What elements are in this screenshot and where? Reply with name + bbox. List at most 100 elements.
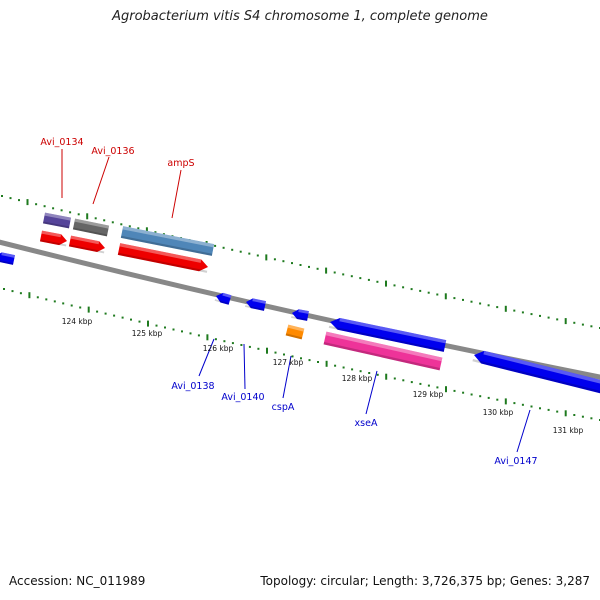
- minor-tick: [291, 262, 293, 265]
- minor-tick: [3, 288, 5, 290]
- outer-scale-ring: [1, 195, 600, 329]
- scale-label-125kbp: 125 kbp: [132, 329, 163, 338]
- major-tick: [147, 320, 149, 327]
- major-tick: [444, 293, 447, 300]
- major-tick: [445, 386, 447, 393]
- cspa-leader: [282, 355, 292, 399]
- minor-tick: [376, 373, 379, 376]
- cspa-cog-box[interactable]: [285, 324, 305, 340]
- minor-tick: [368, 372, 371, 374]
- minor-tick: [62, 302, 65, 305]
- scale-ticks: [1, 195, 600, 421]
- major-tick: [145, 227, 148, 234]
- minor-tick: [436, 386, 439, 389]
- minor-tick: [231, 342, 234, 345]
- minor-tick: [547, 408, 550, 411]
- avi0134-cog-box[interactable]: [42, 212, 72, 229]
- avi0136-gene[interactable]: [68, 235, 106, 254]
- inner-scale-ring: [3, 288, 600, 421]
- xsea-leader: [365, 370, 378, 415]
- gene-label-avi0147[interactable]: Avi_0147: [494, 456, 537, 467]
- minor-tick: [299, 264, 302, 266]
- major-tick: [206, 334, 209, 341]
- minor-tick: [427, 291, 430, 294]
- minor-tick: [496, 398, 499, 401]
- major-tick: [325, 267, 328, 274]
- minor-tick: [274, 351, 277, 354]
- minor-tick: [94, 217, 97, 220]
- minor-tick: [231, 248, 234, 251]
- minor-tick: [19, 292, 22, 295]
- amps-gene[interactable]: [117, 243, 209, 273]
- minor-tick: [487, 304, 490, 307]
- avi0147-gene[interactable]: [472, 349, 600, 394]
- minor-tick: [530, 405, 533, 408]
- minor-tick: [402, 379, 405, 382]
- amps-cog-box[interactable]: [120, 226, 215, 256]
- minor-tick: [367, 278, 370, 281]
- minor-tick: [487, 396, 490, 399]
- major-tick: [564, 318, 567, 325]
- gene-label-avi0136[interactable]: Avi_0136: [91, 146, 134, 157]
- labels: 124 kbp 125 kbp 126 kbp 127 kbp 128 kbp 129 k…: [40, 137, 583, 467]
- minor-tick: [393, 377, 396, 380]
- scale-label-130kbp: 130 kbp: [483, 408, 514, 417]
- major-tick: [564, 410, 567, 417]
- partial-left-gene[interactable]: [0, 251, 16, 265]
- minor-tick: [137, 227, 140, 230]
- minor-tick: [45, 298, 48, 301]
- minor-tick: [282, 260, 285, 263]
- gene-label-xsea[interactable]: xseA: [355, 418, 378, 429]
- gene-label-avi0138[interactable]: Avi_0138: [171, 381, 214, 392]
- minor-tick: [9, 197, 12, 200]
- minor-tick: [172, 328, 175, 331]
- avi0138-gene[interactable]: [214, 291, 232, 305]
- minor-tick: [521, 403, 524, 406]
- minor-tick: [60, 209, 63, 212]
- minor-tick: [539, 407, 541, 410]
- avi0140-gene[interactable]: [244, 297, 267, 311]
- minor-tick: [248, 252, 251, 255]
- major-tick: [26, 199, 29, 206]
- map-title: Agrobacterium vitis S4 chromosome 1, com…: [112, 9, 488, 24]
- gene-label-avi0140[interactable]: Avi_0140: [221, 392, 264, 403]
- minor-tick: [539, 314, 541, 317]
- scale-label-129kbp: 129 kbp: [413, 390, 444, 399]
- minor-tick: [69, 211, 72, 214]
- minor-tick: [128, 225, 131, 228]
- major-tick: [86, 213, 89, 220]
- minor-tick: [70, 304, 73, 307]
- minor-tick: [530, 313, 533, 316]
- minor-tick: [103, 219, 106, 222]
- minor-tick: [214, 244, 217, 247]
- minor-tick: [239, 250, 242, 253]
- minor-tick: [104, 312, 107, 315]
- minor-tick: [419, 289, 422, 292]
- cspa-gene[interactable]: [291, 308, 309, 321]
- minor-tick: [248, 345, 251, 348]
- minor-tick: [120, 223, 123, 226]
- minor-tick: [359, 370, 362, 373]
- minor-tick: [53, 300, 56, 303]
- minor-tick: [479, 395, 482, 398]
- gene-label-cspa[interactable]: cspA: [272, 402, 295, 413]
- minor-tick: [470, 300, 473, 303]
- minor-tick: [111, 221, 114, 224]
- topology-text: Topology: circular; Length: 3,726,375 bp…: [260, 574, 590, 588]
- minor-tick: [77, 213, 80, 216]
- minor-tick: [470, 393, 473, 396]
- avi0136-cog-box[interactable]: [72, 218, 110, 237]
- xsea-cog-box[interactable]: [323, 331, 443, 371]
- minor-tick: [257, 347, 260, 350]
- minor-tick: [300, 357, 302, 360]
- avi0136-leader: [92, 156, 110, 205]
- minor-tick: [521, 311, 524, 314]
- gene-label-amps[interactable]: ampS: [167, 158, 194, 169]
- minor-tick: [573, 414, 576, 416]
- xsea-gene[interactable]: [328, 316, 447, 352]
- minor-tick: [350, 275, 353, 278]
- minor-tick: [351, 368, 354, 371]
- gene-label-avi0134[interactable]: Avi_0134: [40, 137, 83, 148]
- scale-label-124kbp: 124 kbp: [62, 317, 93, 326]
- avi0134-gene[interactable]: [39, 230, 68, 247]
